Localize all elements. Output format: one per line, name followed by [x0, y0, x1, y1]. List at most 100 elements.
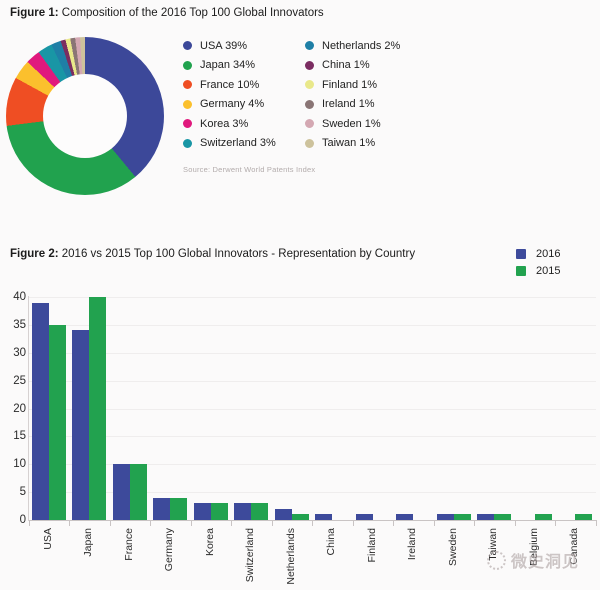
bar-2016-usa — [31, 302, 49, 520]
legend-item-2016: 2016 — [516, 248, 560, 260]
x-tick-mark — [595, 521, 597, 526]
figure2-title-prefix: Figure 2: — [10, 248, 59, 260]
y-tick-label-15: 15 — [13, 430, 26, 443]
2015-swatch-icon — [516, 266, 526, 276]
bar-2015-japan — [89, 297, 107, 520]
bar-2016-china — [315, 514, 333, 520]
legend-item-ireland: Ireland 1% — [305, 98, 400, 110]
figure1-title: Figure 1: Composition of the 2016 Top 10… — [10, 7, 324, 19]
x-label-netherlands: Netherlands — [284, 528, 297, 585]
x-tick-mark — [433, 521, 435, 526]
x-label-sweden: Sweden — [446, 528, 459, 566]
x-label-germany: Germany — [163, 528, 176, 572]
japan-dot-icon — [183, 60, 192, 70]
y-tick-label-25: 25 — [13, 374, 26, 387]
germany-dot-icon — [183, 99, 192, 109]
x-tick-mark — [312, 521, 313, 526]
china-dot-icon — [305, 60, 314, 70]
legend-item-2015: 2015 — [516, 265, 560, 277]
legend-item-finland: Finland 1% — [305, 78, 400, 91]
bar-2016-japan — [72, 330, 90, 520]
y-tick-label-40: 40 — [13, 291, 26, 303]
bar-2016-ireland — [396, 514, 414, 520]
figure1-title-prefix: Figure 1: — [10, 7, 59, 19]
x-label-france: France — [122, 528, 135, 561]
bar-2015-sweden — [453, 514, 471, 520]
legend-label: Switzerland 3% — [200, 137, 276, 149]
legend-label: Taiwan 1% — [322, 137, 376, 149]
x-tick-mark — [69, 521, 70, 526]
ireland-dot-icon — [305, 99, 314, 109]
x-label-finland: Finland — [365, 528, 378, 563]
x-tick-mark — [474, 521, 475, 526]
x-tick-mark — [271, 521, 273, 526]
figure2-legend: 2016 2015 — [516, 248, 560, 277]
x-tick-mark — [28, 521, 30, 526]
legend-label: 2016 — [536, 248, 561, 260]
netherlands-dot-icon — [305, 41, 314, 50]
legend-label: Korea 3% — [200, 117, 249, 130]
legend-label: 2015 — [536, 265, 561, 277]
bar-2015-france — [129, 464, 147, 520]
bar-2015-netherlands — [291, 514, 309, 520]
legend-label: France 10% — [200, 78, 260, 91]
bar-2016-sweden — [436, 514, 454, 520]
donut-chart — [6, 37, 164, 195]
switzerland-dot-icon — [183, 138, 192, 148]
legend-item-germany: Germany 4% — [183, 98, 276, 110]
legend-label: USA 39% — [200, 39, 248, 52]
y-axis-line — [27, 296, 29, 521]
x-tick-mark — [231, 521, 232, 526]
source-note: Source: Derwent World Patents Index — [183, 165, 316, 174]
bar-2015-canada — [575, 514, 593, 520]
bar-2015-germany — [170, 497, 188, 520]
watermark-logo-icon — [487, 550, 506, 570]
legend-item-china: China 1% — [305, 59, 400, 71]
bar-2016-finland — [355, 514, 373, 520]
usa-dot-icon — [183, 41, 192, 50]
donut-hole — [43, 74, 127, 158]
x-tick-mark — [352, 521, 354, 526]
legend-item-sweden: Sweden 1% — [305, 117, 400, 130]
korea-dot-icon — [183, 119, 192, 128]
bar-2015-taiwan — [494, 514, 512, 520]
france-dot-icon — [183, 80, 192, 89]
bar-2015-usa — [48, 324, 66, 520]
x-label-ireland: Ireland — [406, 528, 419, 561]
legend-item-switzerland: Switzerland 3% — [183, 137, 276, 149]
x-tick-mark — [514, 521, 516, 526]
finland-dot-icon — [305, 80, 314, 89]
y-tick-label-10: 10 — [13, 458, 26, 471]
legend-item-korea: Korea 3% — [183, 117, 276, 130]
x-tick-mark — [393, 521, 394, 526]
gridline-5 — [28, 492, 596, 494]
legend-label: Japan 34% — [200, 59, 256, 71]
y-tick-label-5: 5 — [19, 486, 26, 499]
legend-item-france: France 10% — [183, 78, 276, 91]
gridline-30 — [28, 352, 596, 354]
x-label-switzerland: Switzerland — [244, 528, 257, 583]
gridline-15 — [28, 436, 596, 438]
bar-2016-taiwan — [477, 514, 495, 520]
legend-label: Ireland 1% — [322, 98, 375, 110]
y-tick-label-35: 35 — [13, 318, 26, 331]
bar-2015-korea — [210, 503, 228, 520]
gridline-25 — [28, 380, 596, 382]
gridline-35 — [28, 324, 596, 326]
gridline-40 — [28, 297, 596, 298]
bar-2016-switzerland — [234, 503, 252, 520]
bar-2016-germany — [153, 497, 171, 520]
watermark: 微史洞见 — [487, 548, 579, 572]
bar-2015-belgium — [534, 514, 552, 520]
2016-swatch-icon — [516, 249, 526, 259]
legend-item-netherlands: Netherlands 2% — [305, 40, 400, 52]
x-label-korea: Korea — [203, 528, 216, 557]
x-label-japan: Japan — [82, 528, 95, 557]
legend-label: Finland 1% — [322, 78, 378, 91]
legend-label: Germany 4% — [200, 98, 265, 110]
x-tick-mark — [109, 521, 111, 526]
x-label-china: China — [325, 528, 338, 556]
x-tick-mark — [150, 521, 151, 526]
x-tick-mark — [190, 521, 192, 526]
legend-label: Sweden 1% — [322, 117, 381, 130]
